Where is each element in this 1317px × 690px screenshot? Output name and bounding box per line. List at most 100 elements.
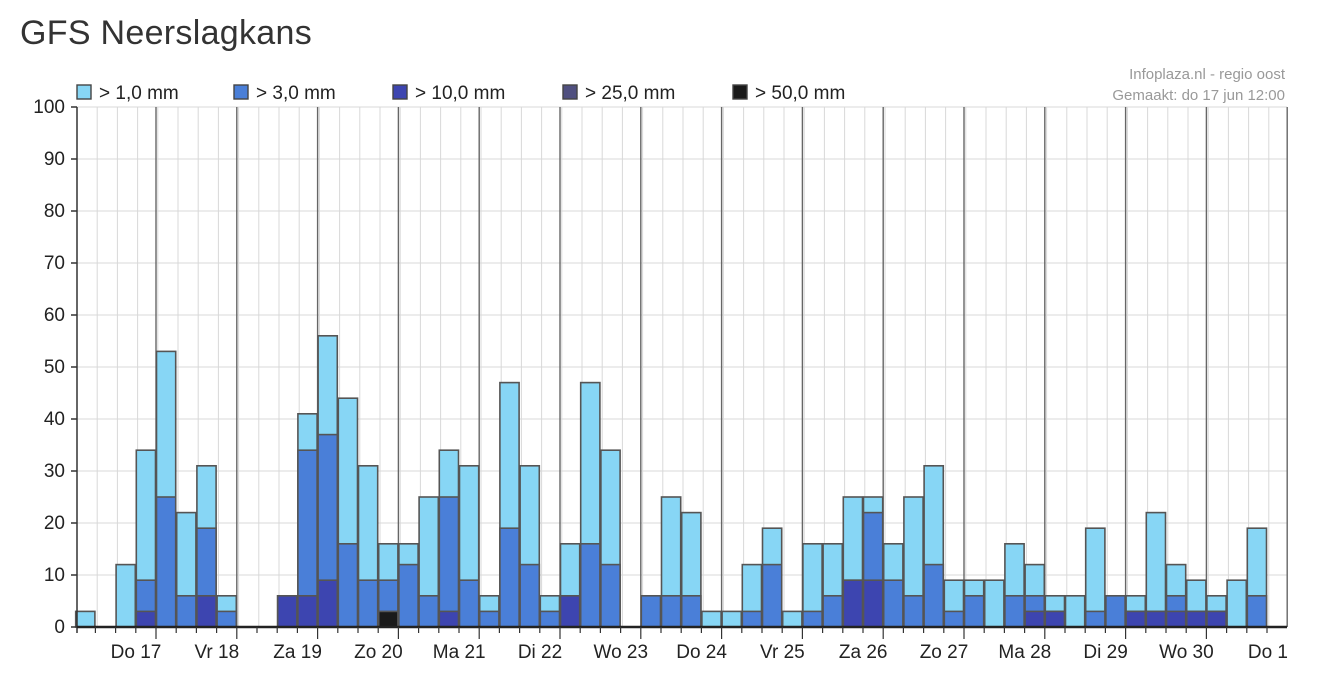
axis-layer: 0 10 20 30 40 50 60 70 80 90 100 Do 17 Vr 18 Za 19 Zo … [33, 97, 1288, 663]
bar-series-2 [418, 594, 440, 628]
bar-series-2 [579, 542, 601, 628]
bar-series-2 [357, 579, 379, 628]
x-tick-label: Di 22 [518, 642, 562, 663]
page-title: GFS Neerslagkans [20, 14, 313, 52]
bar-series-3 [135, 610, 157, 628]
x-tick-label: Do 17 [111, 642, 162, 663]
bar-series-3 [1024, 610, 1046, 628]
bar-series-2 [761, 563, 783, 628]
x-tick-label: Vr 25 [760, 642, 805, 663]
legend-label: > 50,0 mm [755, 83, 845, 104]
y-tick-label: 80 [44, 201, 65, 222]
x-tick-label: Do 1 [1248, 642, 1288, 663]
bar-series-1 [983, 579, 1005, 628]
y-tick-label: 30 [44, 461, 65, 482]
bar-series-3 [1044, 610, 1066, 628]
bar-series-3 [196, 594, 217, 628]
legend: > 1,0 mm > 3,0 mm > 10,0 mm > 25,0 mm > 50,0… [76, 83, 845, 104]
bar-series-1 [1226, 579, 1248, 628]
legend-label: > 1,0 mm [99, 83, 179, 104]
bar-series-3 [317, 579, 339, 628]
y-tick-label: 20 [44, 513, 65, 534]
bar-series-2 [660, 594, 682, 628]
y-tick-label: 0 [54, 617, 65, 638]
legend-label: > 10,0 mm [415, 83, 505, 104]
bar-series-2 [1246, 594, 1268, 628]
x-tick-label: Zo 27 [920, 642, 969, 663]
bar-series-3 [1125, 610, 1147, 628]
bar-series-2 [458, 579, 480, 628]
bar-series-2 [216, 610, 238, 628]
bar-series-3 [438, 610, 460, 628]
bar-series-2 [337, 542, 359, 628]
x-tick-label: Ma 21 [433, 642, 486, 663]
bar-series-1 [1064, 594, 1086, 628]
x-tick-label: Wo 23 [594, 642, 649, 663]
x-tick-label: Ma 28 [998, 642, 1051, 663]
legend-swatch [392, 84, 408, 100]
bar-series-2 [499, 527, 520, 628]
legend-swatch [562, 84, 578, 100]
y-tick-label: 90 [44, 149, 65, 170]
bar-series-2 [398, 563, 419, 628]
bar-series-2 [903, 594, 924, 628]
bar-series-2 [822, 594, 844, 628]
x-tick-label: Vr 18 [194, 642, 239, 663]
legend-swatch [732, 84, 748, 100]
legend-label: > 25,0 mm [585, 83, 675, 104]
bar-series-2 [175, 594, 197, 628]
bar-series-3 [1165, 610, 1187, 628]
bar-series-2 [478, 610, 500, 628]
bar-series-2 [963, 594, 985, 628]
x-tick-label: Di 29 [1083, 642, 1127, 663]
bar-series-1 [1145, 511, 1167, 628]
source-credit: Infoplaza.nl - regio oost [1129, 66, 1286, 83]
bar-series-1 [115, 563, 137, 628]
bar-series-3 [1145, 610, 1167, 628]
x-tick-label: Za 26 [839, 642, 888, 663]
made-timestamp: Gemaakt: do 17 jun 12:00 [1112, 87, 1285, 104]
bar-series-3 [1206, 610, 1227, 628]
bar-series-2 [882, 579, 904, 628]
bar-series-2 [943, 610, 965, 628]
bar-series-2 [155, 496, 177, 628]
bar-series-5 [377, 610, 399, 628]
bar-series-3 [297, 594, 318, 628]
legend-swatch [76, 84, 92, 100]
bar-series-3 [276, 594, 298, 628]
bar-series-1 [781, 610, 803, 628]
x-tick-label: Wo 30 [1159, 642, 1214, 663]
x-tick-label: Zo 20 [354, 642, 403, 663]
bar-series-3 [842, 579, 864, 628]
bar-series-2 [741, 610, 763, 628]
bar-series-2 [640, 594, 662, 628]
bar-series-3 [862, 579, 884, 628]
y-tick-label: 10 [44, 565, 65, 586]
y-tick-label: 50 [44, 357, 65, 378]
bar-series-2 [438, 496, 460, 628]
bar-series-2 [923, 563, 945, 628]
x-tick-label: Za 19 [273, 642, 322, 663]
bar-series-2 [600, 563, 621, 628]
bar-series-2 [680, 594, 702, 628]
bar-series-2 [802, 610, 823, 628]
bar-series-1 [74, 610, 96, 628]
y-tick-label: 70 [44, 253, 65, 274]
bar-series-1 [721, 610, 743, 628]
legend-swatch [233, 84, 249, 100]
day-separator-lines [155, 107, 1288, 627]
y-tick-label: 100 [33, 97, 65, 118]
bar-series-3 [559, 594, 581, 628]
bar-series-3 [1185, 610, 1207, 628]
x-tick-label: Do 24 [676, 642, 727, 663]
bar-series-2 [539, 610, 561, 628]
bar-series-2 [519, 563, 541, 628]
bar-series-2 [1084, 610, 1106, 628]
bar-series-2 [1004, 594, 1025, 628]
bar-layer [74, 334, 1268, 628]
bar-series-2 [1105, 594, 1126, 628]
y-tick-label: 60 [44, 305, 65, 326]
bar-series-1 [701, 610, 722, 628]
legend-label: > 3,0 mm [256, 83, 336, 104]
